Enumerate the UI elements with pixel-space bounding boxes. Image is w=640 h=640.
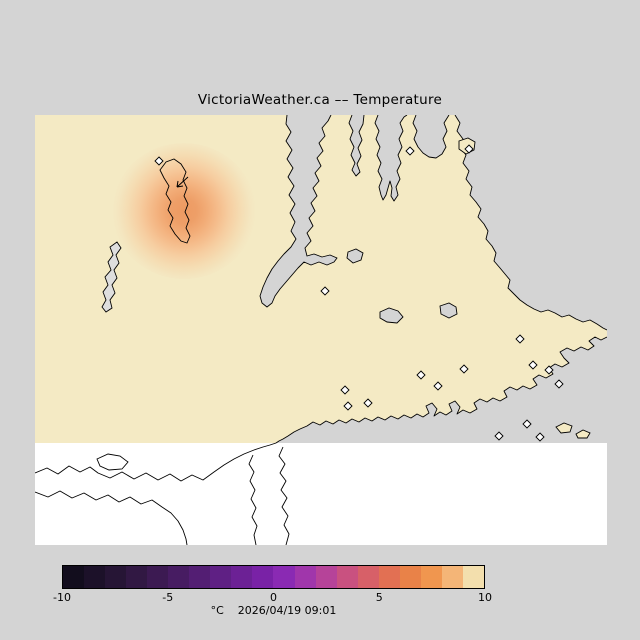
colorbar-segment [126,566,148,588]
colorbar-tick-label: -5 [162,591,174,604]
colorbar [62,565,485,589]
lake-outline [346,248,364,264]
timestamp-label: 2026/04/19 09:01 [237,604,337,617]
temperature-anomaly [112,143,256,279]
colorbar-segment [441,566,463,588]
colorbar-segment [420,566,442,588]
colorbar-segment [63,566,85,588]
colorbar-segment [252,566,274,588]
station-marker [515,334,525,344]
colorbar-ticks: -10 -5 0 5 10 [53,591,492,604]
arrow-marker-icon [176,176,189,188]
colorbar-segment [357,566,379,588]
no-data-area [35,443,607,545]
lake-outline [101,241,122,313]
page-title: VictoriaWeather.ca –– Temperature [197,92,443,108]
colorbar-caption: °C 2026/04/19 09:01 [62,604,485,617]
station-marker [343,401,353,411]
station-marker [320,286,330,296]
lake-outline [159,158,191,244]
station-marker [522,419,532,429]
colorbar-tick-label: 0 [270,591,277,604]
station-marker [464,144,474,154]
colorbar-segment [231,566,253,588]
colorbar-segment [315,566,337,588]
unit-label: °C [210,604,224,617]
colorbar-segment [294,566,316,588]
weather-map [35,115,607,545]
colorbar-segment [378,566,400,588]
station-marker [416,370,426,380]
coastline [259,115,607,444]
colorbar-segment [399,566,421,588]
station-markers [154,144,564,442]
station-marker [528,360,538,370]
colorbar-tick-label: 10 [478,591,492,604]
colorbar-segment [336,566,358,588]
lake-outline [379,307,404,324]
colorbar-segment [189,566,211,588]
colorbar-segment [84,566,106,588]
colorbar-segment [105,566,127,588]
colorbar-tick-label: -10 [53,591,71,604]
colorbar-segment [273,566,295,588]
station-marker [433,381,443,391]
station-marker [363,398,373,408]
colorbar-segment [210,566,232,588]
lake-outline [439,302,458,319]
station-marker [340,385,350,395]
station-marker [554,379,564,389]
station-marker [154,156,164,166]
station-marker [535,432,545,442]
colorbar-segment [168,566,190,588]
island [575,429,591,439]
station-marker [459,364,469,374]
station-marker [405,146,415,156]
colorbar-tick-label: 5 [375,591,383,604]
coastline-south [35,442,290,545]
station-marker [494,431,504,441]
station-marker [544,365,554,375]
island [96,453,129,471]
colorbar-segment [462,566,484,588]
island [555,422,573,434]
colorbar-segment [147,566,169,588]
